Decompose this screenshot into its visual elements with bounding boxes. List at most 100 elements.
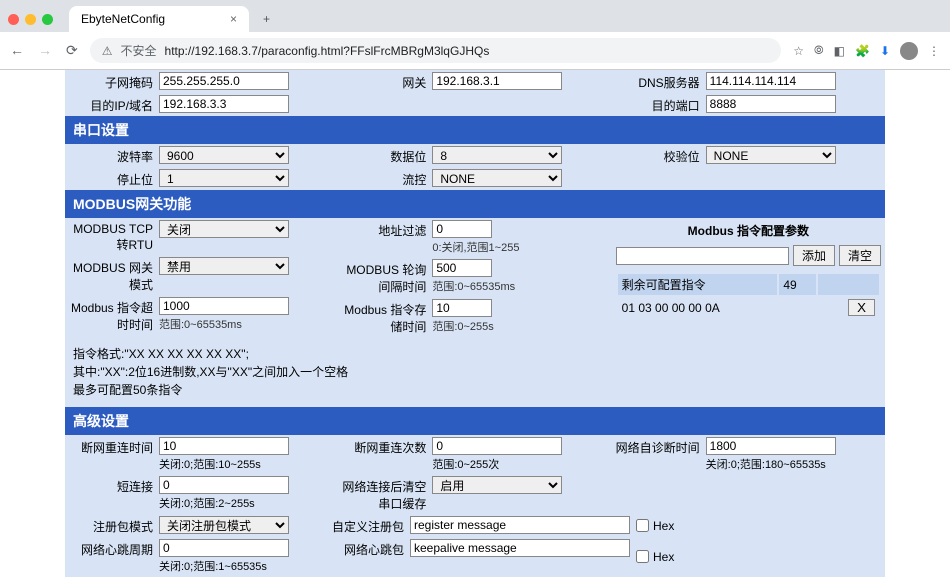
short-input[interactable] [159,476,289,494]
reload-icon[interactable]: ⟳ [66,42,78,59]
customreg-hex-checkbox[interactable] [636,519,649,532]
reconncnt-label: 断网重连次数 [342,437,432,456]
destport-label: 目的端口 [616,95,706,114]
star-icon[interactable]: ☆ [793,44,804,58]
remain-label: 剩余可配置指令 [618,274,778,295]
nethb-input[interactable] [159,539,289,557]
nethb-hex-checkbox[interactable] [636,550,649,563]
instr-line3: 最多可配置50条指令 [73,381,877,399]
reconncnt-input[interactable] [432,437,562,455]
security-label: 不安全 [121,42,157,59]
customreg-label: 自定义注册包 [320,516,410,535]
remain-value: 49 [779,274,816,295]
addrfilt-hint: 0:关闭,范围1~255 [432,239,607,255]
store-hint: 范围:0~255s [432,318,607,334]
poll-hint: 范围:0~65535ms [432,278,607,294]
extension-icon[interactable]: ◧ [834,44,845,58]
maximize-window[interactable] [42,14,53,25]
traffic-lights [8,14,53,25]
hex-label2: Hex [653,550,674,564]
delete-cmd-button[interactable]: X [848,299,875,316]
url-box[interactable]: ⚠ 不安全 http://192.168.3.7/paraconfig.html… [90,38,782,63]
new-tab-button[interactable]: + [255,8,278,30]
nethbpkt-label: 网络心跳包 [320,539,410,558]
tcprtu-select[interactable]: 关闭 [159,220,289,238]
serial-header: 串口设置 [65,116,885,144]
instr-line2: 其中:"XX":2位16进制数,XX与"XX"之间加入一个空格 [73,363,877,381]
reconncnt-hint: 范围:0~255次 [432,456,562,472]
timeout-label: Modbus 指令超时时间 [69,297,159,333]
databit-label: 数据位 [342,146,432,165]
gateway-input[interactable] [432,72,562,90]
puzzle-icon[interactable]: 🧩 [855,44,870,58]
tab-close-icon[interactable]: × [230,12,237,26]
flow-select[interactable]: NONE [432,169,562,187]
targetip-input[interactable] [159,95,289,113]
baud-select[interactable]: 9600 [159,146,289,164]
menu-icon[interactable]: ⋮ [928,44,940,58]
page-content: 子网掩码 网关 DNS服务器 目的IP/域名 目的端口 串口设置 波特率9600… [0,70,950,577]
stop-label: 停止位 [69,169,159,188]
gwmode-select[interactable]: 禁用 [159,257,289,275]
reconn-hint: 关闭:0;范围:10~255s [159,456,289,472]
addrfilt-input[interactable] [432,220,492,238]
back-icon[interactable]: ← [10,42,24,59]
close-window[interactable] [8,14,19,25]
modbus-cfg-title: Modbus 指令配置参数 [616,222,881,239]
forward-icon[interactable]: → [38,42,52,59]
store-label: Modbus 指令存储时间 [342,299,432,335]
selftest-hint: 关闭:0;范围:180~65535s [706,456,836,472]
subnet-input[interactable] [159,72,289,90]
gateway-label: 网关 [342,72,432,91]
download-icon[interactable]: ⬇ [880,44,890,58]
dns-input[interactable] [706,72,836,90]
modbus-cmd-input[interactable] [616,247,789,265]
addrfilt-label: 地址过滤 [342,220,432,239]
nethbpkt-input[interactable] [410,539,630,557]
modbus-header: MODBUS网关功能 [65,190,885,218]
translate-icon[interactable]: ⦾ [814,43,824,58]
baud-label: 波特率 [69,146,159,165]
nethb-label: 网络心跳周期 [69,539,159,558]
instr-line1: 指令格式:"XX XX XX XX XX XX"; [73,345,877,363]
reconn-input[interactable] [159,437,289,455]
tcprtu-label: MODBUS TCP转RTU [69,220,159,253]
databit-select[interactable]: 8 [432,146,562,164]
browser-tab[interactable]: EbyteNetConfig × [69,6,249,32]
subnet-label: 子网掩码 [69,72,159,91]
avatar[interactable] [900,42,918,60]
clearbuf-label: 网络连接后清空串口缓存 [342,476,432,512]
browser-chrome: EbyteNetConfig × + ← → ⟳ ⚠ 不安全 http://19… [0,0,950,70]
destport-input[interactable] [706,95,836,113]
hex-label: Hex [653,519,674,533]
gwmode-label: MODBUS 网关模式 [69,257,159,293]
poll-label: MODBUS 轮询间隔时间 [342,259,432,295]
customreg-input[interactable] [410,516,630,534]
timeout-hint: 范围:0~65535ms [159,316,334,332]
selftest-input[interactable] [706,437,836,455]
insecure-icon: ⚠ [102,44,113,58]
regmode-select[interactable]: 关闭注册包模式 [159,516,289,534]
timeout-input[interactable] [159,297,289,315]
clear-button[interactable]: 清空 [839,245,881,266]
parity-select[interactable]: NONE [706,146,836,164]
clearbuf-select[interactable]: 启用 [432,476,562,494]
targetip-label: 目的IP/域名 [69,95,159,114]
add-button[interactable]: 添加 [793,245,835,266]
reconn-label: 断网重连时间 [69,437,159,456]
cmd-row: 01 03 00 00 00 0A [618,297,817,318]
poll-input[interactable] [432,259,492,277]
short-label: 短连接 [69,476,159,495]
flow-label: 流控 [342,169,432,188]
parity-label: 校验位 [616,146,706,165]
regmode-label: 注册包模式 [69,516,159,535]
minimize-window[interactable] [25,14,36,25]
url-bar: ← → ⟳ ⚠ 不安全 http://192.168.3.7/paraconfi… [0,32,950,69]
stop-select[interactable]: 1 [159,169,289,187]
adv-header: 高级设置 [65,407,885,435]
url-text: http://192.168.3.7/paraconfig.html?FFslF… [165,44,490,58]
tab-title: EbyteNetConfig [81,12,165,26]
short-hint: 关闭:0;范围:2~255s [159,495,289,511]
nethb-hint: 关闭:0;范围:1~65535s [159,558,289,574]
store-input[interactable] [432,299,492,317]
